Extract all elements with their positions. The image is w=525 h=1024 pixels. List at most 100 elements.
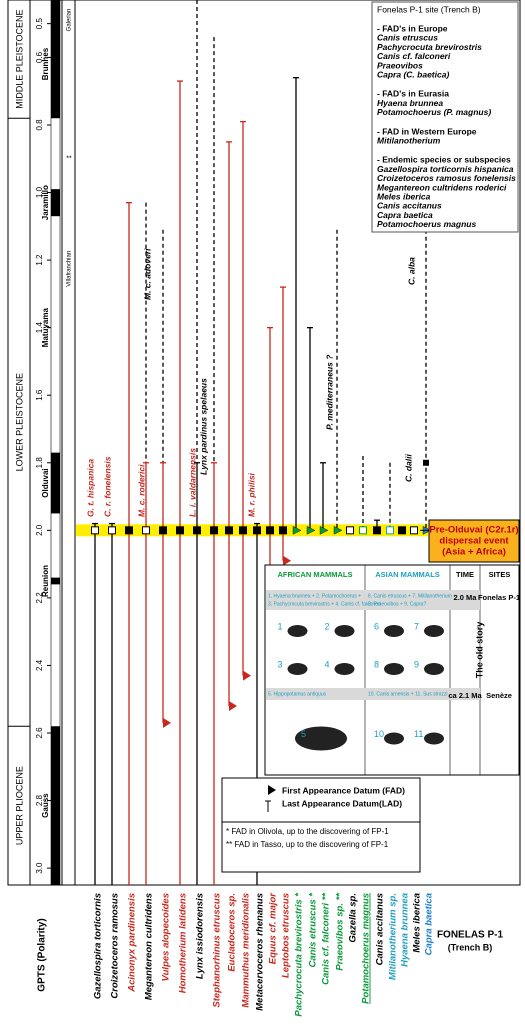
fad-arrow: [163, 717, 171, 728]
normal-polarity: [51, 189, 60, 217]
site-item: Capra (C. baetica): [377, 69, 449, 79]
legend-note: * FAD in Olivola, up to the discovering …: [226, 827, 389, 836]
fad-arrow: [243, 670, 251, 681]
site-item: Mitilanotherium: [377, 135, 441, 145]
chron-label: Matuyama: [41, 308, 50, 348]
site-item: Meles iberica: [377, 191, 431, 201]
y-tick-label: 2.6: [35, 727, 44, 739]
animal-number: 11: [414, 729, 423, 739]
stage-boundary-mark: **: [66, 156, 72, 163]
epoch-label: LOWER PLEISTOCENE: [14, 373, 24, 471]
y-tick-label: 1.6: [35, 389, 44, 401]
band-marker: [159, 526, 167, 535]
site-heading: - Endemic species or subspecies: [377, 155, 511, 165]
y-tick-label: 1.2: [35, 254, 44, 266]
animal-silhouette: [287, 663, 308, 675]
taxon-label: Homotherium latidens: [178, 893, 189, 993]
band-marker: [239, 526, 247, 535]
band-marker: [193, 526, 201, 535]
y-tick-label: 1.0: [35, 186, 44, 198]
y-tick-label: 0.8: [35, 119, 44, 131]
inset-caption: 10. Canis arnensis + 11. Sus strozzi: [368, 691, 448, 697]
taxon-label: Mitilanotherium sp.: [388, 893, 399, 980]
taxon-label: Canis accitanus: [375, 893, 386, 965]
inset-caption: 1. Hyaena brunnea + 2. Potamochoerus +: [268, 593, 361, 599]
band-marker: [410, 526, 418, 535]
fad-arrow: [283, 555, 291, 566]
chron-label: Olduvai: [41, 468, 50, 497]
footer: FONELAS P-1: [437, 930, 504, 941]
animal-silhouette: [287, 625, 308, 637]
animal-silhouette: [424, 625, 444, 637]
taxon-label: Capra baetica: [424, 893, 435, 955]
animal-number: 5: [301, 729, 306, 739]
legend-note: ** FAD in Tasso, up to the discovering o…: [226, 840, 389, 849]
band-marker: [108, 526, 116, 535]
inset-row-band: [266, 590, 480, 610]
chron-label: Gauss: [41, 793, 50, 818]
chron-label: Jaramillo: [41, 185, 50, 220]
band-marker: [279, 526, 287, 535]
legend-fad-symbol: [268, 785, 276, 795]
site-item: Capra baetica: [377, 210, 433, 220]
animal-number: 1: [278, 621, 283, 631]
event-text: dispersal event: [439, 536, 509, 547]
footer: (Trench B): [448, 942, 493, 952]
epoch-label: UPPER PLIOCENE: [14, 766, 24, 845]
event-box: [428, 519, 520, 563]
legend-lad: Last Appearance Datum(LAD): [282, 798, 402, 808]
animal-silhouette: [334, 625, 355, 637]
taxon-label: Croizetoceros ramosus: [110, 893, 121, 999]
annotation: M. r. philisi: [246, 472, 256, 517]
animal-silhouette: [295, 726, 347, 751]
inset-header: TIME: [456, 570, 474, 579]
site-item: Praeovibos: [377, 60, 423, 70]
y-tick-label: 1.8: [35, 457, 44, 469]
inset-site: Fonelas P-1: [478, 593, 520, 602]
animal-silhouette: [384, 625, 404, 637]
site-heading: - FAD's in Europe: [377, 23, 448, 33]
legend-notes-box: [221, 821, 421, 873]
site-item: Gazellospira torticornis hispanica: [377, 164, 514, 174]
inset-caption: 5. Hippopotamus antiquus: [268, 691, 327, 697]
taxon-label: Gazellospira torticornis: [93, 893, 104, 999]
band-marker: [306, 526, 316, 535]
animal-number: 4: [325, 659, 330, 669]
animal-number: 6: [374, 621, 379, 631]
inset-site: Senèze: [486, 691, 512, 700]
taxon-box: [423, 459, 429, 466]
animal-number: 3: [278, 659, 283, 669]
animal-number: 7: [414, 621, 419, 631]
y-tick-label: 0.6: [35, 51, 44, 63]
polarity-label: GPTS (Polarity): [37, 918, 48, 991]
taxon-label: Metacervoceros rhenanus: [255, 893, 266, 1011]
annotation: C. dalii: [403, 453, 413, 482]
taxon-label: Canis cf. falconeri **: [321, 892, 332, 985]
taxon-label: Gazella sp.: [348, 893, 359, 943]
taxon-label: Eucladoceros sp.: [227, 893, 238, 972]
band-marker: [176, 526, 184, 535]
band-marker: [398, 526, 406, 535]
annotation: C. alba: [406, 257, 416, 285]
inset-header: ASIAN MAMMALS: [375, 570, 440, 579]
animal-silhouette: [424, 663, 444, 675]
band-marker: [359, 526, 367, 535]
stage-label: Villafranchian: [67, 251, 73, 287]
inset-header: AFRICAN MAMMALS: [278, 570, 353, 579]
inset-side-label: The old story: [474, 622, 484, 679]
inset-caption: 3. Pachycrocuta brevirostris + 4. Canis …: [268, 601, 381, 607]
animal-silhouette: [384, 732, 404, 745]
site-item: Hyaena brunnea: [377, 98, 443, 108]
animal-silhouette: [384, 663, 404, 675]
band-marker: [319, 526, 329, 535]
annotation: Lynx pardinus spelaeus: [198, 378, 208, 475]
y-tick-label: 2.2: [35, 592, 44, 604]
site-box: [371, 1, 519, 233]
taxon-label: Acinonyx pardinensis: [127, 893, 138, 993]
chron-label: Reunion: [41, 565, 50, 597]
taxon-label: Leptobos etruscus: [281, 893, 292, 978]
taxon-label: Megantereon cultridens: [144, 893, 155, 1000]
y-tick-label: 2.8: [35, 794, 44, 806]
site-heading: - FAD in Western Europe: [377, 126, 477, 136]
